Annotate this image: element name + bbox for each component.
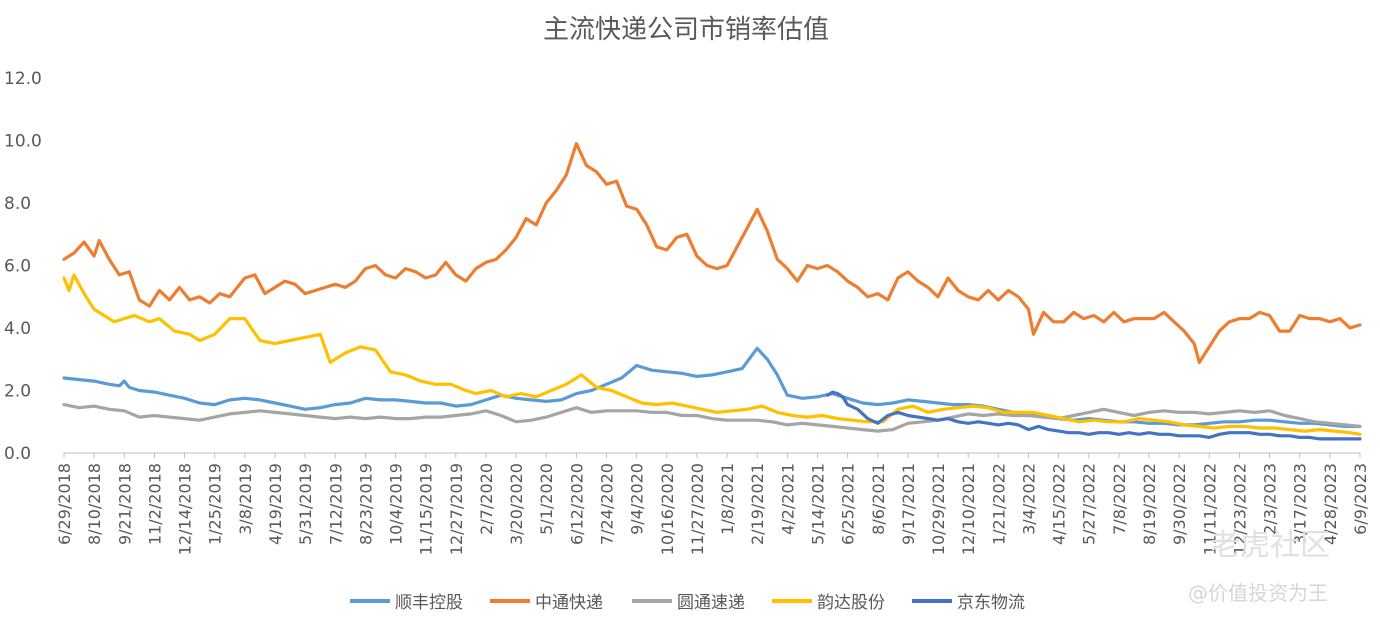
- x-tick-label: 9/4/2020: [628, 463, 647, 535]
- y-axis-ticks: 0.0 2.0 4.0 6.0 8.0 10.0 12.0: [4, 69, 42, 464]
- x-tick-label: 8/19/2022: [1140, 463, 1159, 545]
- series-line-2: [62, 142, 1362, 364]
- x-tick-label: 8/23/2019: [356, 463, 375, 545]
- series-line-4: [62, 273, 1362, 436]
- x-tick-label: 2/7/2020: [477, 463, 496, 535]
- x-tick-label: 10/29/2021: [929, 463, 948, 555]
- x-tick-label: 11/15/2019: [417, 463, 436, 555]
- x-tick-label: 10/4/2019: [387, 463, 406, 545]
- legend-label: 顺丰控股: [395, 593, 463, 613]
- x-tick-label: 11/11/2022: [1200, 463, 1219, 555]
- x-tick-label: 5/1/2020: [537, 463, 556, 535]
- x-tick-label: 6/25/2021: [839, 463, 858, 545]
- x-tick-label: 2/19/2021: [748, 463, 767, 545]
- watermark: 老虎社区 @价值投资为王: [1188, 528, 1330, 605]
- x-tick-label: 4/19/2019: [266, 463, 285, 545]
- x-tick-label: 1/21/2022: [989, 463, 1008, 545]
- chart-title: 主流快递公司市销率估值: [543, 15, 829, 45]
- x-tick-label: 9/30/2022: [1170, 463, 1189, 545]
- x-tick-label: 3/4/2022: [1019, 463, 1038, 535]
- legend-label: 圆通速递: [677, 593, 745, 613]
- x-tick-label: 4/28/2023: [1321, 463, 1340, 545]
- y-tick-label: 4.0: [4, 319, 31, 339]
- x-tick-label: 12/10/2021: [959, 463, 978, 555]
- x-tick-label: 9/17/2021: [899, 463, 918, 545]
- series-line-3: [62, 403, 1362, 433]
- x-tick-label: 5/31/2019: [296, 463, 315, 545]
- x-tick-label: 1/25/2019: [206, 463, 225, 545]
- y-tick-label: 0.0: [4, 444, 31, 464]
- series-line-1: [62, 346, 1362, 428]
- x-tick-label: 12/27/2019: [447, 463, 466, 555]
- watermark-line1: 老虎社区: [1210, 528, 1330, 563]
- x-tick-label: 7/8/2022: [1110, 463, 1129, 535]
- watermark-line2: @价值投资为王: [1188, 581, 1328, 605]
- x-tick-label: 6/12/2020: [567, 463, 586, 545]
- x-tick-label: 4/15/2022: [1050, 463, 1069, 545]
- series-line-5: [825, 390, 1362, 441]
- x-tick-label: 7/12/2019: [326, 463, 345, 545]
- legend-label: 京东物流: [957, 593, 1025, 613]
- x-tick-label: 9/21/2018: [115, 463, 134, 545]
- legend-label: 中通快递: [535, 593, 603, 613]
- x-tick-label: 7/24/2020: [598, 463, 617, 545]
- x-tick-label: 12/23/2022: [1230, 463, 1249, 555]
- x-tick-label: 5/14/2021: [808, 463, 827, 545]
- x-tick-label: 3/20/2020: [507, 463, 526, 545]
- legend: 顺丰控股 中通快递 圆通速递 韵达股份 京东物流: [350, 593, 1025, 613]
- series-lines: [62, 142, 1362, 441]
- x-tick-label: 3/17/2023: [1291, 463, 1310, 545]
- x-tick-label: 5/27/2022: [1080, 463, 1099, 545]
- legend-label: 韵达股份: [817, 593, 885, 613]
- x-tick-label: 3/8/2019: [236, 463, 255, 535]
- x-tick-label: 11/27/2020: [688, 463, 707, 555]
- x-tick-label: 2/3/2023: [1261, 463, 1280, 535]
- y-tick-label: 12.0: [4, 69, 42, 89]
- x-tick-label: 6/29/2018: [55, 463, 74, 545]
- x-tick-label: 8/6/2021: [869, 463, 888, 535]
- x-tick-label: 12/14/2018: [176, 463, 195, 555]
- y-tick-label: 2.0: [4, 382, 31, 402]
- x-axis: 6/29/2018 8/10/2018 9/21/2018 11/2/2018 12/1…: [55, 452, 1370, 555]
- y-tick-label: 8.0: [4, 194, 31, 214]
- y-tick-label: 10.0: [4, 132, 42, 152]
- x-tick-label: 4/2/2021: [778, 463, 797, 535]
- x-tick-label: 1/8/2021: [718, 463, 737, 535]
- y-tick-label: 6.0: [4, 257, 31, 277]
- x-tick-label: 6/9/2023: [1351, 463, 1370, 535]
- x-tick-label: 11/2/2018: [145, 463, 164, 545]
- x-tick-label: 10/16/2020: [658, 463, 677, 555]
- x-tick-label: 8/10/2018: [85, 463, 104, 545]
